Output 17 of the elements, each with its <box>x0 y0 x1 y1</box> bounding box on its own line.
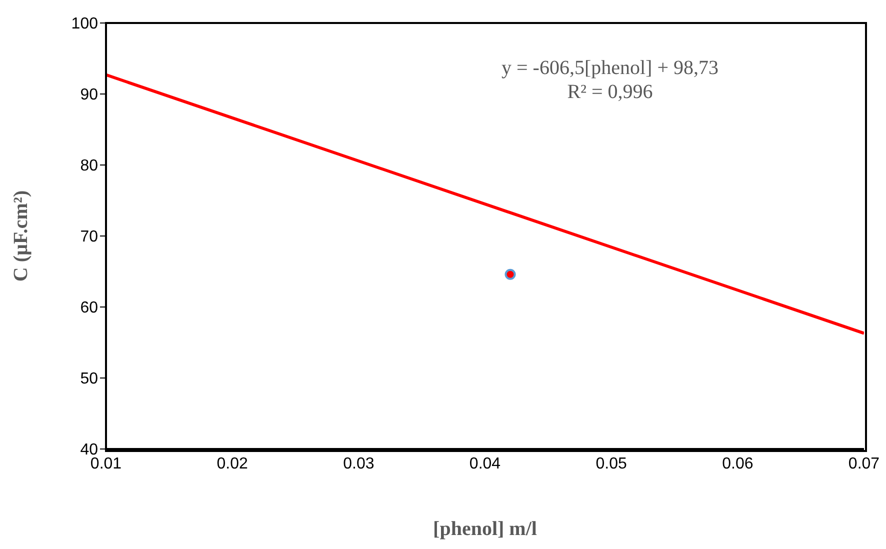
x-tick-label: 0.03 <box>343 455 374 472</box>
y-tick-label: 50 <box>80 370 98 388</box>
y-tick-label: 90 <box>80 86 98 104</box>
y-axis-title: C (µF.cm²) <box>10 190 32 282</box>
annotation: y = -606,5[phenol] + 98,73 <box>500 56 720 80</box>
y-tick-label: 70 <box>80 228 98 246</box>
x-tick-label: 0.07 <box>848 455 880 472</box>
y-tick-label: 100 <box>71 16 98 33</box>
annotation: R² = 0,996 <box>566 80 654 104</box>
x-tick-label: 0.05 <box>596 455 628 472</box>
x-tick-label: 0.01 <box>90 455 122 472</box>
x-tick-label: 0.04 <box>469 455 501 472</box>
x-tick-label: 0.02 <box>216 455 248 472</box>
y-tick-label: 80 <box>80 158 98 175</box>
x-axis-title: [phenol] m/l <box>433 518 538 540</box>
x-tick-label: 0.06 <box>722 455 754 472</box>
y-tick-label: 60 <box>80 300 98 317</box>
